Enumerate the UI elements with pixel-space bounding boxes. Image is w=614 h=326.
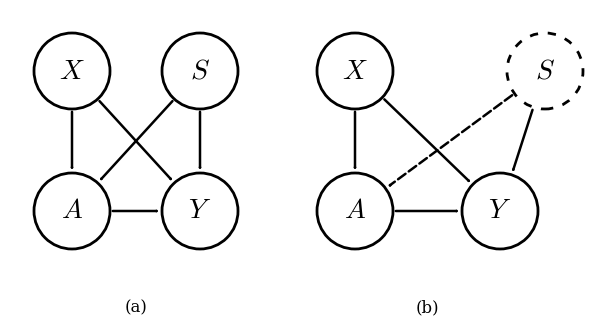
Circle shape <box>162 173 238 249</box>
Text: $S$: $S$ <box>535 57 555 84</box>
Text: $S$: $S$ <box>190 57 210 84</box>
Circle shape <box>317 33 393 109</box>
Text: $X$: $X$ <box>342 57 368 84</box>
Text: $A$: $A$ <box>344 198 366 225</box>
Circle shape <box>462 173 538 249</box>
Circle shape <box>34 173 110 249</box>
FancyArrowPatch shape <box>384 99 469 181</box>
Text: $A$: $A$ <box>61 198 83 225</box>
Circle shape <box>507 33 583 109</box>
Circle shape <box>317 173 393 249</box>
Text: $Y$: $Y$ <box>488 198 511 225</box>
FancyArrowPatch shape <box>99 101 171 179</box>
Text: $Y$: $Y$ <box>188 198 212 225</box>
Circle shape <box>162 33 238 109</box>
Text: $X$: $X$ <box>59 57 85 84</box>
FancyArrowPatch shape <box>513 110 532 170</box>
Text: (b): (b) <box>415 300 439 317</box>
FancyArrowPatch shape <box>101 101 173 179</box>
Text: (a): (a) <box>125 300 147 317</box>
Circle shape <box>34 33 110 109</box>
FancyArrowPatch shape <box>390 95 512 185</box>
